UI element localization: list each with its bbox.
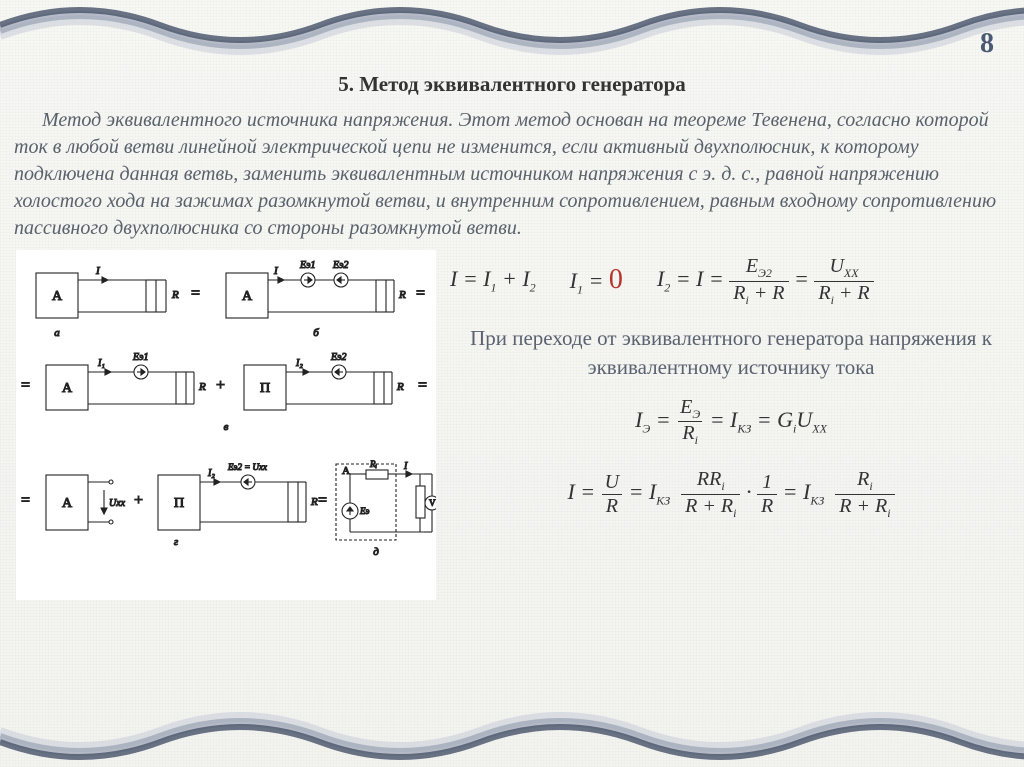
svg-text:Eэ2: Eэ2 [332,260,349,271]
svg-text:R: R [310,496,318,508]
svg-text:R: R [171,289,179,301]
svg-text:I₂: I₂ [207,468,215,479]
svg-text:I: I [403,461,408,472]
svg-text:R: R [396,381,404,393]
svg-text:=: = [191,285,200,302]
current-source-equation: IЭ = EЭ Ri = IКЗ = GiUXX [450,397,1012,447]
svg-text:I: I [95,265,101,277]
diagram-column: А I R а = [12,250,432,605]
wave-decoration-bottom [0,707,1024,767]
superposition-equation: I = I1 + I2 I1 = 0 I2 = I = EЭ2 Ri + R =… [450,256,1012,306]
lower-columns: А I R а = [12,250,1012,605]
svg-text:в: в [224,421,229,433]
svg-text:I₁: I₁ [97,358,105,369]
svg-text:а: а [54,327,60,339]
svg-text:Eэ2: Eэ2 [330,352,347,363]
svg-text:г: г [174,536,179,548]
svg-text:Eэ1: Eэ1 [299,260,316,271]
circuit-diagram: А I R а = [16,250,436,600]
svg-text:А: А [62,496,73,511]
svg-text:А: А [342,465,350,477]
transition-note: При переходе от эквивалентного генератор… [470,324,992,381]
theorem-paragraph: Метод эквивалентного источника напряжени… [14,107,1010,242]
svg-text:А: А [62,381,73,396]
svg-text:=: = [318,492,327,509]
svg-text:д: д [373,546,379,558]
svg-text:б: б [313,327,319,339]
svg-text:Uxx: Uxx [109,498,126,509]
section-title: 5. Метод эквивалентного генератора [12,72,1012,97]
svg-text:=: = [21,492,30,509]
equations-column: I = I1 + I2 I1 = 0 I2 = I = EЭ2 Ri + R =… [432,250,1012,605]
wave-decoration-top [0,0,1024,60]
svg-text:Eэ: Eэ [359,506,369,516]
svg-text:А: А [242,289,253,304]
svg-text:=: = [418,377,427,394]
svg-text:Eэ1: Eэ1 [132,352,149,363]
svg-text:R: R [198,381,206,393]
svg-text:R: R [398,289,406,301]
svg-text:+: + [216,377,225,394]
svg-text:=: = [416,285,425,302]
svg-text:П: П [260,381,270,396]
svg-text:+: + [134,492,143,509]
final-current-equation: I = UR = IКЗ RRi R + Ri · 1R = IКЗ Ri R … [450,469,1012,519]
page-number: 8 [980,28,994,60]
svg-text:I₂: I₂ [295,358,303,369]
content-area: 5. Метод эквивалентного генератора Метод… [12,72,1012,605]
svg-text:I: I [273,265,279,277]
svg-text:П: П [174,496,184,511]
svg-text:Eэ2 = Uxx: Eэ2 = Uxx [227,462,267,472]
svg-text:=: = [21,377,30,394]
svg-text:Rᵢ: Rᵢ [369,459,377,469]
box-a-label: А [52,289,63,304]
